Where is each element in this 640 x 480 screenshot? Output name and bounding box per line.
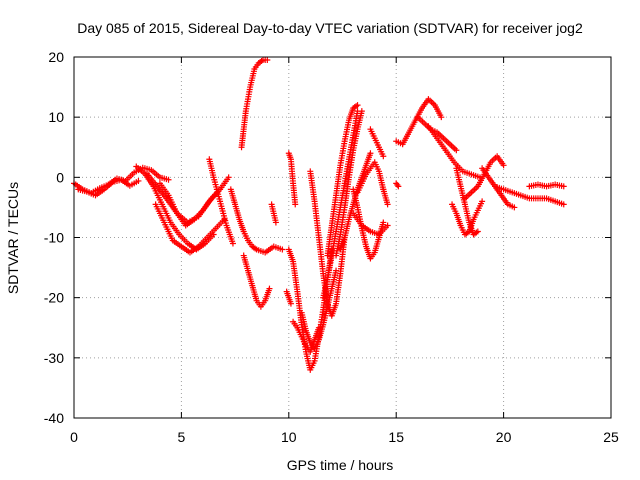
series-arc-17 xyxy=(298,267,340,352)
y-tick-label: 0 xyxy=(56,169,64,185)
data-point-marker xyxy=(354,102,361,109)
data-point-marker xyxy=(453,147,460,154)
series-arc-6 xyxy=(156,180,224,229)
y-tick-label: -30 xyxy=(44,350,64,366)
axis-ticks: 0 5 10 15 20 25 -40 -30 -20 -10 0 10 20 xyxy=(44,49,619,445)
data-point-marker xyxy=(287,300,294,307)
data-point-marker xyxy=(438,114,445,121)
series-arc-29 xyxy=(393,96,445,148)
series-arc-3 xyxy=(133,163,217,253)
y-tick-label: -10 xyxy=(44,230,64,246)
x-tick-label: 5 xyxy=(178,429,186,445)
x-tick-label: 15 xyxy=(388,429,404,445)
series-arc-32 xyxy=(453,165,481,238)
data-markers xyxy=(71,57,567,373)
x-tick-label: 0 xyxy=(70,429,78,445)
series-arc-23 xyxy=(350,186,387,262)
data-point-marker xyxy=(479,198,486,205)
data-point-marker xyxy=(292,201,299,208)
data-point-marker xyxy=(511,204,518,211)
data-point-marker xyxy=(395,183,402,190)
series-arc-24 xyxy=(350,210,391,238)
data-point-marker xyxy=(229,240,236,247)
x-tick-label: 10 xyxy=(281,429,297,445)
y-axis-label: SDTVAR / TECUs xyxy=(5,182,21,294)
data-point-marker xyxy=(560,183,567,190)
series-arc-2 xyxy=(75,176,142,199)
series-arc-11 xyxy=(253,243,286,256)
y-tick-label: 10 xyxy=(48,109,64,125)
series-arc-33 xyxy=(449,198,486,238)
series-arc-4 xyxy=(152,201,228,256)
data-point-marker xyxy=(367,150,374,157)
series-arc-13 xyxy=(285,150,299,208)
chart-title: Day 085 of 2015, Sidereal Day-to-day VTE… xyxy=(77,20,583,36)
data-point-marker xyxy=(358,108,365,115)
data-point-marker xyxy=(315,324,322,331)
y-tick-label: 20 xyxy=(48,49,64,65)
data-point-marker xyxy=(135,177,142,184)
x-tick-label: 20 xyxy=(496,429,512,445)
data-point-marker xyxy=(165,176,172,183)
data-point-marker xyxy=(384,201,391,208)
data-point-marker xyxy=(266,285,273,292)
series-arc-7 xyxy=(206,156,236,247)
series-arc-12 xyxy=(268,201,279,226)
series-arc-31 xyxy=(425,123,483,181)
y-tick-label: -20 xyxy=(44,290,64,306)
series-arc-9 xyxy=(238,57,271,151)
series-arc-27 xyxy=(380,186,391,208)
data-point-marker xyxy=(279,246,286,253)
data-point-marker xyxy=(380,153,387,160)
data-point-marker xyxy=(560,201,567,208)
data-point-marker xyxy=(500,162,507,169)
data-point-marker xyxy=(225,174,232,181)
data-point-marker xyxy=(384,222,391,229)
series-arc-18 xyxy=(307,168,348,319)
data-point-marker xyxy=(272,219,279,226)
series-arc-26 xyxy=(367,126,387,160)
x-axis-label: GPS time / hours xyxy=(287,457,394,473)
data-point-marker xyxy=(474,228,481,235)
series-arc-37 xyxy=(526,181,567,190)
series-arc-20 xyxy=(324,102,361,259)
plot-frame xyxy=(73,56,612,419)
series-arc-21 xyxy=(333,108,365,259)
series-arc-25 xyxy=(354,159,387,196)
series-arc-36 xyxy=(492,183,567,208)
data-point-marker xyxy=(333,267,340,274)
y-tick-label: -40 xyxy=(44,410,64,426)
x-tick-label: 25 xyxy=(603,429,619,445)
series-arc-10 xyxy=(240,252,273,310)
series-arc-28 xyxy=(393,180,402,190)
data-point-marker xyxy=(380,219,387,226)
data-point-marker xyxy=(264,57,271,64)
series-arc-14 xyxy=(283,288,294,307)
